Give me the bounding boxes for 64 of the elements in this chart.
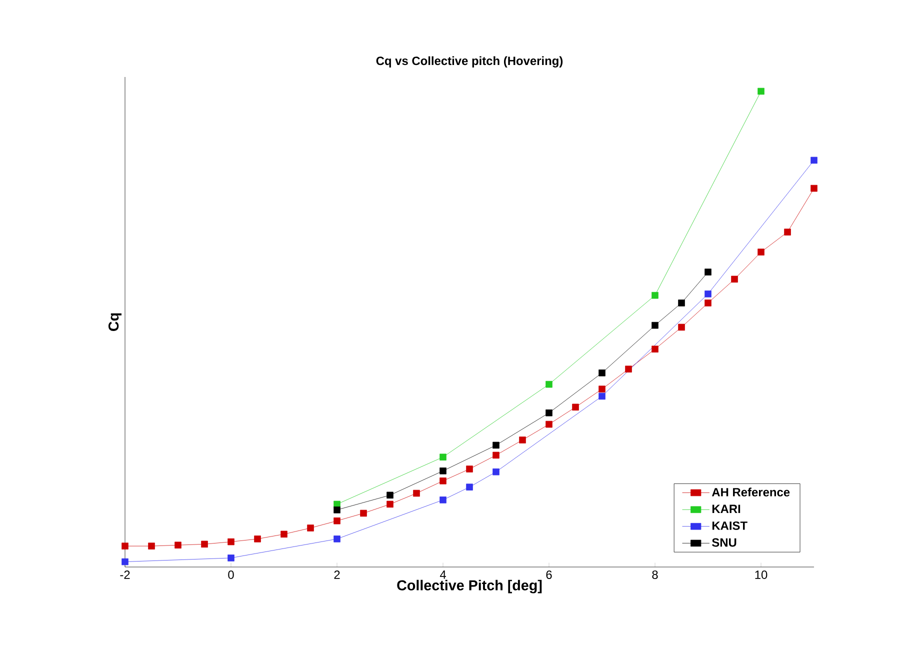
point — [440, 454, 446, 460]
point — [625, 366, 632, 372]
point — [652, 322, 658, 329]
point — [334, 536, 340, 542]
point — [440, 496, 446, 504]
point — [704, 290, 712, 298]
point — [678, 300, 685, 306]
point — [386, 500, 394, 508]
point — [440, 478, 446, 484]
point — [148, 542, 155, 550]
point — [334, 517, 340, 524]
y-axis-title: Cq — [108, 313, 122, 331]
point — [254, 536, 261, 542]
point — [546, 380, 552, 388]
point — [652, 292, 658, 299]
point — [704, 300, 712, 306]
x-tick-label: 4 — [440, 570, 446, 579]
point — [598, 370, 606, 376]
x-axis-title: Collective Pitch [deg] — [397, 580, 542, 594]
point — [492, 468, 500, 476]
point — [652, 346, 658, 352]
point — [678, 324, 685, 331]
x-tick-label: 10 — [755, 570, 768, 579]
point — [334, 506, 340, 514]
point — [228, 554, 234, 562]
point — [546, 409, 552, 416]
point — [386, 492, 394, 499]
point — [466, 466, 473, 472]
x-tick-label: 6 — [546, 570, 552, 579]
point — [360, 510, 367, 517]
x-tick-label: 8 — [652, 570, 658, 579]
point — [307, 524, 314, 532]
point — [519, 436, 526, 444]
point — [228, 538, 234, 546]
point — [122, 558, 128, 566]
legend-label: AH Reference — [712, 488, 790, 496]
legend-label: KARI — [712, 504, 740, 513]
chart-title: Cq vs Collective pitch (Hovering) — [376, 56, 563, 68]
point — [280, 530, 288, 538]
x-tick-label: 0 — [228, 570, 234, 579]
point — [598, 386, 606, 392]
x-tick-label: 2 — [334, 570, 340, 579]
point — [784, 228, 791, 236]
point — [174, 542, 182, 549]
point — [572, 404, 579, 411]
point — [492, 452, 500, 459]
legend-label: KAIST — [712, 521, 748, 530]
point — [731, 276, 738, 283]
point — [413, 490, 420, 497]
point — [758, 248, 764, 256]
point — [810, 184, 818, 192]
point — [810, 156, 818, 164]
point — [334, 500, 340, 508]
point — [758, 88, 764, 95]
point — [201, 540, 208, 548]
point — [598, 392, 606, 400]
legend-label: SNU — [712, 538, 736, 547]
point — [440, 468, 446, 474]
point — [122, 542, 128, 550]
point — [466, 484, 473, 490]
x-tick-label: -2 — [120, 570, 130, 579]
point — [704, 268, 712, 276]
point — [492, 442, 500, 449]
point — [546, 420, 552, 428]
